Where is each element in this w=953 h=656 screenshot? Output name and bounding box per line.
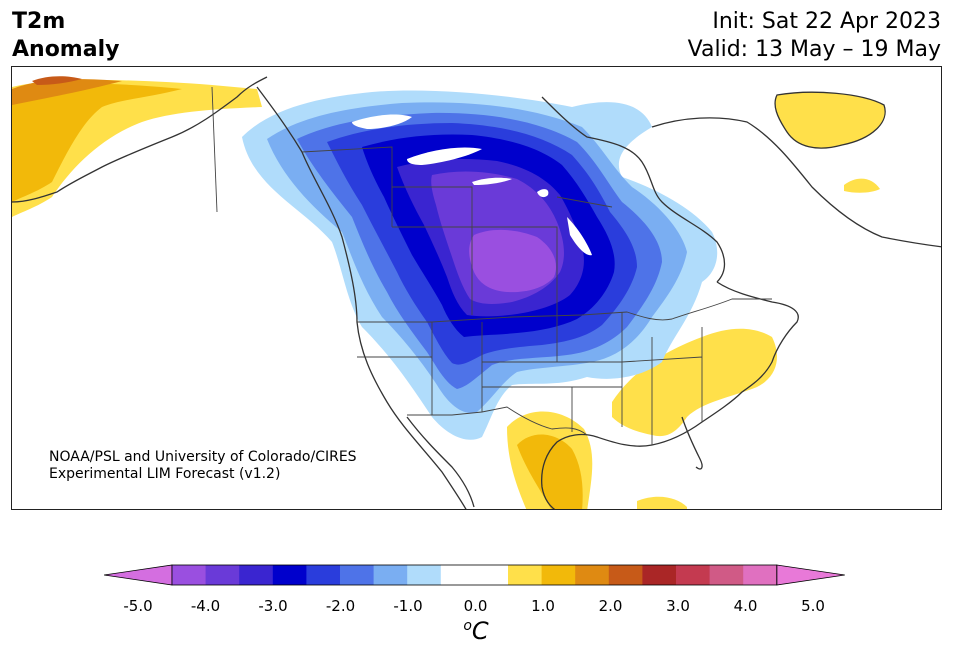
colorbar-tick-label: -4.0 xyxy=(190,597,221,615)
colorbar-under-arrow xyxy=(104,564,173,586)
florida-coast-line xyxy=(681,416,703,470)
mexico-warm-mid xyxy=(517,434,583,509)
labrador-coast-line xyxy=(651,117,941,248)
small-lake xyxy=(537,189,549,198)
colorbar-segment xyxy=(205,565,240,585)
colorbar-segment xyxy=(743,565,778,585)
great-slave-lake xyxy=(407,147,482,165)
us-states xyxy=(357,312,703,445)
forecast-dates: Init: Sat 22 Apr 2023 Valid: 13 May – 19… xyxy=(688,8,941,64)
unit-degree: o xyxy=(463,618,472,634)
anomaly-map xyxy=(11,66,942,510)
colorbar-segment xyxy=(575,565,610,585)
greenland-coast-line xyxy=(774,91,886,149)
canada-provinces xyxy=(301,146,613,315)
colorbar-segment xyxy=(642,565,677,585)
credit-line-2: Experimental LIM Forecast (v1.2) xyxy=(49,466,281,482)
alaska-coast-line xyxy=(12,76,268,203)
colorbar-tick-label: 4.0 xyxy=(733,597,758,615)
colorbar-tick-label: -3.0 xyxy=(258,597,288,615)
colorbar-segment xyxy=(508,565,543,585)
baja-coast-line xyxy=(406,416,475,508)
political-boundaries xyxy=(211,86,772,445)
lake-athabasca xyxy=(472,177,512,185)
colorbar-segment xyxy=(541,565,576,585)
alaska-warm-strong xyxy=(12,79,122,105)
colorbar-segment xyxy=(474,565,509,585)
map-canvas xyxy=(12,76,941,509)
colorbar-segment xyxy=(306,565,341,585)
great-bear-lake xyxy=(352,114,412,129)
colorbar-segment xyxy=(239,565,274,585)
credit-line-1: NOAA/PSL and University of Colorado/CIRE… xyxy=(49,449,357,465)
colorbar-tick-label: 2.0 xyxy=(598,597,623,615)
alaska-canada-border xyxy=(211,86,218,213)
gulf-coast-line xyxy=(541,433,653,509)
colorbar-unit: oC xyxy=(463,617,488,645)
colorbar-tick-label: -5.0 xyxy=(123,597,153,615)
us-mexico-border xyxy=(407,406,588,436)
colorbar-tick-label: 5.0 xyxy=(801,597,825,615)
colorbar-segment xyxy=(440,565,475,585)
yucatan-warm xyxy=(637,496,687,509)
colorbar-tick-label: 1.0 xyxy=(531,597,555,615)
colorbar-segment xyxy=(172,565,207,585)
alaska-warm-max xyxy=(32,76,82,85)
title-line-anomaly: Anomaly xyxy=(12,37,120,62)
lake-winnipeg xyxy=(567,217,592,256)
colorbar-segment xyxy=(676,565,711,585)
map-title: T2m Anomaly xyxy=(12,8,119,64)
colorbar-tick-label: 3.0 xyxy=(666,597,690,615)
baffin-warm xyxy=(844,178,880,193)
cold-anomaly xyxy=(242,90,718,440)
alaska-warm-mid xyxy=(12,83,182,202)
colorbar-segment xyxy=(608,565,643,585)
colorbar-tick-label: -1.0 xyxy=(393,597,423,615)
colorbar-tick-label: 0.0 xyxy=(463,597,488,615)
colorbar-segment xyxy=(272,565,307,585)
us-canada-border xyxy=(357,298,772,323)
hudson-bay-line xyxy=(541,96,726,283)
colorbar-segment xyxy=(709,565,744,585)
colorbar-frame xyxy=(171,564,778,586)
southeast-warm xyxy=(612,328,777,437)
credit-text: NOAA/PSL and University of Colorado/CIRE… xyxy=(49,449,357,483)
unit-celsius: C xyxy=(471,617,489,645)
colorbar-segment xyxy=(373,565,408,585)
valid-dates: Valid: 13 May – 19 May xyxy=(687,37,941,62)
greenland-warm xyxy=(775,92,886,149)
title-line-variable: T2m xyxy=(12,9,66,34)
colorbar xyxy=(104,564,845,586)
colorbar-over-arrow xyxy=(776,564,845,586)
colorbar-segment xyxy=(407,565,442,585)
colorbar-tick-label: -2.0 xyxy=(325,597,356,615)
init-date: Init: Sat 22 Apr 2023 xyxy=(712,9,941,34)
cold-level-8 xyxy=(469,229,557,293)
colorbar-segment xyxy=(340,565,375,585)
